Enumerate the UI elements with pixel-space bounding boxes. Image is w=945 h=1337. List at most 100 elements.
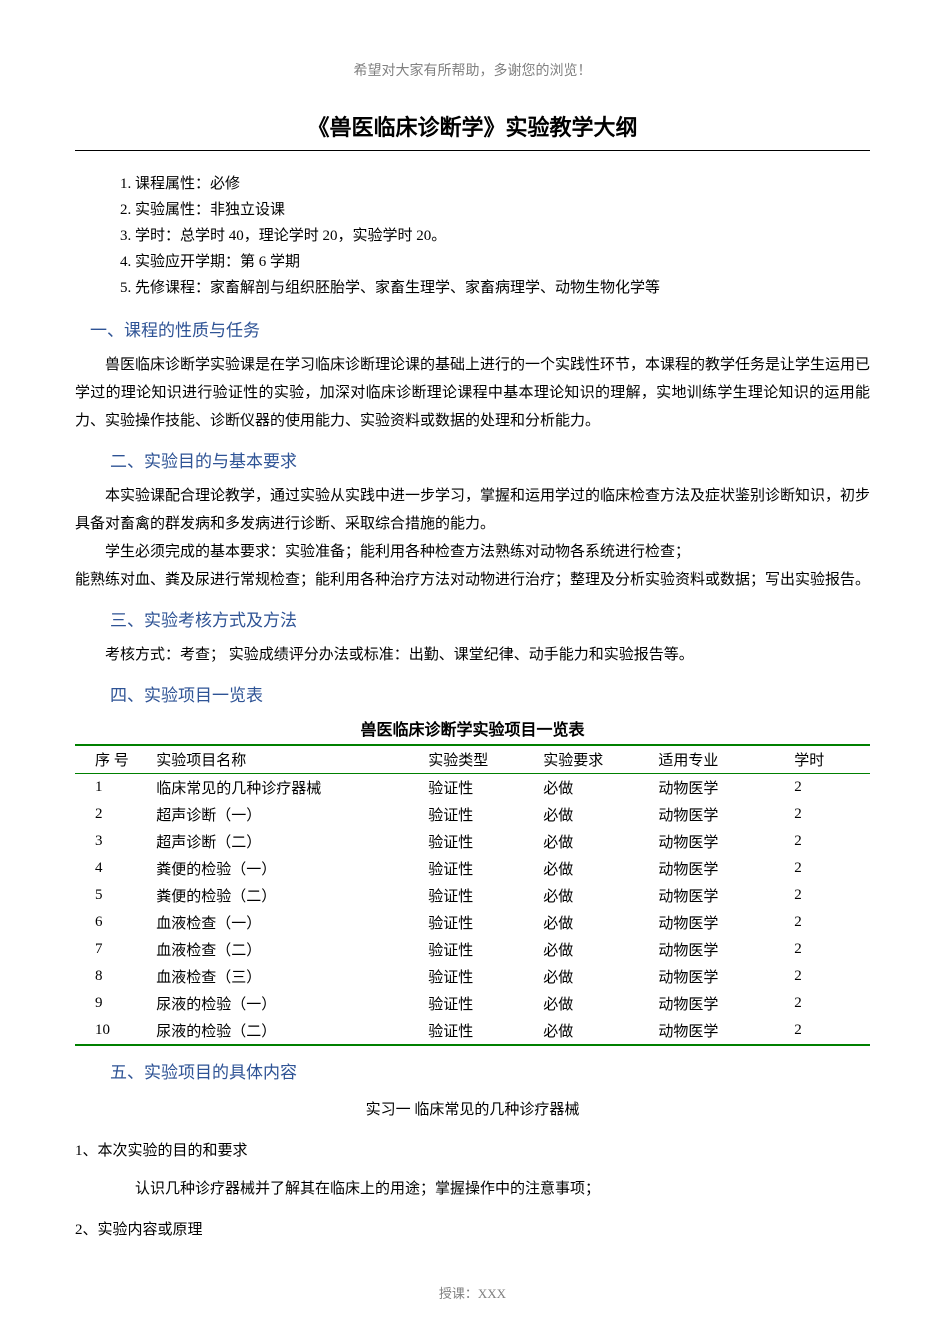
table-cell: 必做 [535, 882, 650, 909]
sub-heading-2: 2、实验内容或原理 [75, 1218, 870, 1239]
table-row: 4粪便的检验（一）验证性必做动物医学2 [75, 855, 870, 882]
table-cell: 验证性 [420, 801, 535, 828]
table-cell: 验证性 [420, 774, 535, 802]
table-header: 学时 [786, 745, 870, 774]
section-heading-3: 三、实验考核方式及方法 [75, 606, 870, 631]
table-title: 兽医临床诊断学实验项目一览表 [75, 716, 870, 740]
table-cell: 动物医学 [650, 963, 786, 990]
table-cell: 超声诊断（二） [148, 828, 420, 855]
table-row: 9尿液的检验（一）验证性必做动物医学2 [75, 990, 870, 1017]
info-item: 3. 学时：总学时 40，理论学时 20，实验学时 20。 [120, 223, 870, 249]
table-cell: 临床常见的几种诊疗器械 [148, 774, 420, 802]
table-cell: 9 [75, 990, 148, 1017]
table-cell: 4 [75, 855, 148, 882]
table-cell: 2 [786, 801, 870, 828]
table-cell: 2 [786, 990, 870, 1017]
table-cell: 2 [786, 774, 870, 802]
table-row: 1临床常见的几种诊疗器械验证性必做动物医学2 [75, 774, 870, 802]
section-3-paragraph: 考核方式：考查； 实验成绩评分办法或标准：出勤、课堂纪律、动手能力和实验报告等。 [75, 641, 870, 669]
info-item: 2. 实验属性：非独立设课 [120, 197, 870, 223]
table-cell: 1 [75, 774, 148, 802]
table-cell: 验证性 [420, 855, 535, 882]
table-cell: 2 [786, 909, 870, 936]
table-cell: 2 [75, 801, 148, 828]
table-cell: 动物医学 [650, 909, 786, 936]
table-cell: 尿液的检验（二） [148, 1017, 420, 1045]
table-row: 8血液检查（三）验证性必做动物医学2 [75, 963, 870, 990]
table-cell: 必做 [535, 828, 650, 855]
section-2-paragraph: 能熟练对血、粪及尿进行常规检查；能利用各种治疗方法对动物进行治疗；整理及分析实验… [75, 566, 870, 594]
table-cell: 粪便的检验（一） [148, 855, 420, 882]
main-title: 《兽医临床诊断学》实验教学大纲 [75, 110, 870, 151]
sub-heading-1: 1、本次实验的目的和要求 [75, 1139, 870, 1160]
experiment-subtitle: 实习一 临床常见的几种诊疗器械 [75, 1098, 870, 1119]
table-cell: 2 [786, 963, 870, 990]
table-cell: 必做 [535, 855, 650, 882]
table-cell: 动物医学 [650, 828, 786, 855]
section-2-paragraph: 本实验课配合理论教学，通过实验从实践中进一步学习，掌握和运用学过的临床检查方法及… [75, 482, 870, 538]
info-item: 4. 实验应开学期：第 6 学期 [120, 249, 870, 275]
table-cell: 2 [786, 936, 870, 963]
table-cell: 必做 [535, 801, 650, 828]
table-cell: 8 [75, 963, 148, 990]
table-cell: 3 [75, 828, 148, 855]
table-cell: 必做 [535, 1017, 650, 1045]
table-cell: 必做 [535, 909, 650, 936]
table-cell: 动物医学 [650, 882, 786, 909]
footer-text: 授课：XXX [0, 1283, 945, 1302]
table-cell: 10 [75, 1017, 148, 1045]
table-cell: 动物医学 [650, 855, 786, 882]
table-cell: 必做 [535, 936, 650, 963]
table-header: 实验项目名称 [148, 745, 420, 774]
sub-paragraph-1: 认识几种诊疗器械并了解其在临床上的用途；掌握操作中的注意事项； [75, 1175, 870, 1203]
table-cell: 验证性 [420, 828, 535, 855]
experiment-table: 序 号 实验项目名称 实验类型 实验要求 适用专业 学时 1临床常见的几种诊疗器… [75, 744, 870, 1046]
table-cell: 5 [75, 882, 148, 909]
table-cell: 血液检查（二） [148, 936, 420, 963]
table-cell: 尿液的检验（一） [148, 990, 420, 1017]
table-row: 3超声诊断（二）验证性必做动物医学2 [75, 828, 870, 855]
table-cell: 2 [786, 855, 870, 882]
table-header: 适用专业 [650, 745, 786, 774]
section-2-paragraph: 学生必须完成的基本要求：实验准备；能利用各种检查方法熟练对动物各系统进行检查； [75, 538, 870, 566]
table-row: 5粪便的检验（二）验证性必做动物医学2 [75, 882, 870, 909]
table-cell: 动物医学 [650, 990, 786, 1017]
table-cell: 动物医学 [650, 801, 786, 828]
section-heading-1: 一、课程的性质与任务 [75, 316, 870, 341]
table-row: 2超声诊断（一）验证性必做动物医学2 [75, 801, 870, 828]
table-cell: 7 [75, 936, 148, 963]
table-cell: 验证性 [420, 990, 535, 1017]
section-heading-2: 二、实验目的与基本要求 [75, 447, 870, 472]
info-item: 5. 先修课程：家畜解剖与组织胚胎学、家畜生理学、家畜病理学、动物生物化学等 [120, 275, 870, 301]
table-cell: 验证性 [420, 936, 535, 963]
table-cell: 必做 [535, 774, 650, 802]
table-header: 实验要求 [535, 745, 650, 774]
table-cell: 验证性 [420, 1017, 535, 1045]
info-item: 1. 课程属性：必修 [120, 171, 870, 197]
table-cell: 验证性 [420, 963, 535, 990]
table-cell: 粪便的检验（二） [148, 882, 420, 909]
table-cell: 动物医学 [650, 936, 786, 963]
table-row: 6血液检查（一）验证性必做动物医学2 [75, 909, 870, 936]
table-cell: 必做 [535, 990, 650, 1017]
section-heading-4: 四、实验项目一览表 [75, 681, 870, 706]
table-cell: 2 [786, 1017, 870, 1045]
table-cell: 必做 [535, 963, 650, 990]
table-cell: 2 [786, 828, 870, 855]
table-row: 7血液检查（二）验证性必做动物医学2 [75, 936, 870, 963]
table-header: 实验类型 [420, 745, 535, 774]
table-header: 序 号 [75, 745, 148, 774]
table-cell: 动物医学 [650, 1017, 786, 1045]
table-cell: 动物医学 [650, 774, 786, 802]
table-cell: 验证性 [420, 882, 535, 909]
course-info-list: 1. 课程属性：必修 2. 实验属性：非独立设课 3. 学时：总学时 40，理论… [75, 171, 870, 301]
table-cell: 6 [75, 909, 148, 936]
table-cell: 血液检查（一） [148, 909, 420, 936]
table-cell: 2 [786, 882, 870, 909]
section-1-paragraph: 兽医临床诊断学实验课是在学习临床诊断理论课的基础上进行的一个实践性环节，本课程的… [75, 351, 870, 435]
section-heading-5: 五、实验项目的具体内容 [75, 1058, 870, 1083]
table-row: 10尿液的检验（二）验证性必做动物医学2 [75, 1017, 870, 1045]
table-header-row: 序 号 实验项目名称 实验类型 实验要求 适用专业 学时 [75, 745, 870, 774]
table-cell: 血液检查（三） [148, 963, 420, 990]
table-cell: 验证性 [420, 909, 535, 936]
